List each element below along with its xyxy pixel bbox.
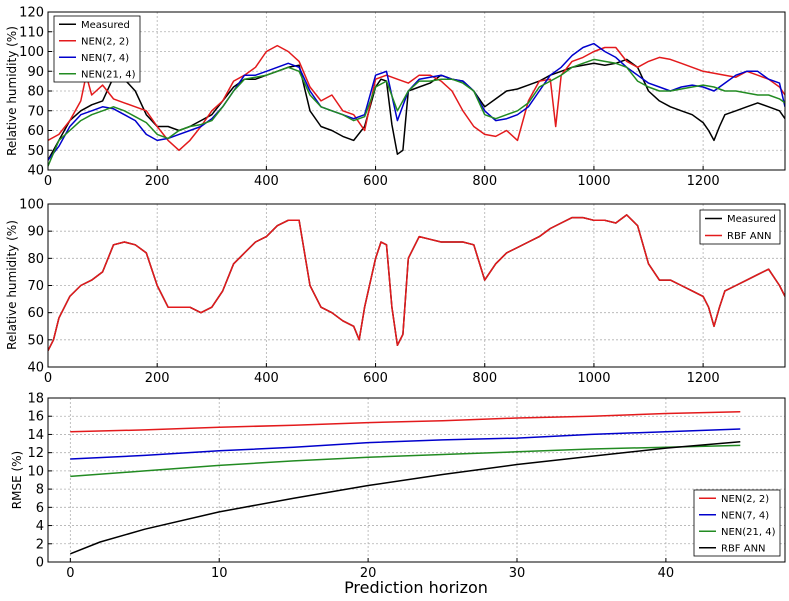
y-tick-label: 2 <box>36 537 44 552</box>
x-tick-label: 1000 <box>577 371 610 386</box>
x-tick-label: 20 <box>360 566 377 581</box>
y-tick-label: 120 <box>19 6 44 21</box>
series-nen-21-4-line <box>48 58 785 167</box>
y-tick-label: 18 <box>27 392 44 407</box>
y-tick-label: 100 <box>19 198 44 213</box>
series-nen-2-2-line <box>48 44 785 152</box>
x-tick-label: 40 <box>658 566 675 581</box>
panel-middle: 0 200 400 600 800 1000 1200 40 50 60 70 80 90 100 Rel… <box>5 198 786 386</box>
y-tick-label: 40 <box>27 164 44 179</box>
panel-top-ylabel: Relative humidity (%) <box>5 26 19 156</box>
y-tick-label: 50 <box>27 333 44 348</box>
y-tick-label: 6 <box>36 501 44 516</box>
series-nen-7-4-line <box>48 42 785 161</box>
panel-middle-ylabel: Relative humidity (%) <box>5 220 19 350</box>
y-tick-label: 14 <box>27 428 44 443</box>
x-tick-label: 800 <box>472 174 497 189</box>
x-tick-label: 200 <box>145 174 170 189</box>
panel-top: 0 200 400 600 800 1000 1200 40 50 60 70 80 90 100 110 1… <box>5 6 786 189</box>
x-tick-label: 1000 <box>577 174 610 189</box>
y-tick-label: 10 <box>27 464 44 479</box>
y-tick-label: 90 <box>27 65 44 80</box>
y-tick-label: 60 <box>27 306 44 321</box>
series-nen-2-2-line <box>70 410 741 433</box>
x-tick-label: 1200 <box>687 174 720 189</box>
legend-box <box>693 489 781 557</box>
x-tick-label: 0 <box>44 371 52 386</box>
legend-label: NEN(2, 2) <box>81 36 129 47</box>
legend-label: NEN(21, 4) <box>721 527 776 538</box>
y-tick-label: 110 <box>19 25 44 40</box>
series-nen-21-4-line <box>70 444 741 478</box>
x-tick-label: 0 <box>44 174 52 189</box>
y-tick-label: 100 <box>19 45 44 60</box>
legend-label: RBF ANN <box>727 231 772 242</box>
y-tick-label: 12 <box>27 446 44 461</box>
y-tick-label: 16 <box>27 410 44 425</box>
legend-label: NEN(2, 2) <box>721 494 769 505</box>
y-tick-label: 50 <box>27 144 44 159</box>
x-tick-label: 30 <box>509 566 526 581</box>
panel-bottom-xlabel: Prediction horizon <box>344 578 488 597</box>
y-tick-label: 8 <box>36 483 44 498</box>
legend-label: NEN(21, 4) <box>81 69 136 80</box>
legend-box <box>53 15 141 83</box>
legend-label: RBF ANN <box>721 543 766 554</box>
x-tick-label: 0 <box>66 566 74 581</box>
x-tick-label: 400 <box>254 371 279 386</box>
x-tick-label: 10 <box>211 566 228 581</box>
x-tick-label: 800 <box>472 371 497 386</box>
y-tick-label: 90 <box>27 225 44 240</box>
panel-bottom-frame <box>47 397 786 563</box>
panel-bottom-ylabel: RMSE (%) <box>10 451 24 509</box>
x-tick-label: 200 <box>145 371 170 386</box>
legend-label: Measured <box>81 20 130 31</box>
y-tick-label: 60 <box>27 124 44 139</box>
panel-bottom: 0 10 20 30 40 0 2 4 6 8 10 12 14 16 18 RMSE (%) Predic… <box>10 392 786 597</box>
y-tick-label: 40 <box>27 361 44 376</box>
legend-label: Measured <box>727 214 776 225</box>
x-tick-label: 600 <box>363 371 388 386</box>
series-rbf-ann-line <box>48 214 785 352</box>
y-tick-label: 80 <box>27 85 44 100</box>
series-nen-7-4-line <box>70 428 741 460</box>
y-tick-label: 70 <box>27 279 44 294</box>
legend-box <box>699 209 781 245</box>
series-rbf-ann-line <box>70 440 741 555</box>
x-tick-label: 600 <box>363 174 388 189</box>
x-tick-label: 1200 <box>687 371 720 386</box>
legend-label: NEN(7, 4) <box>721 510 769 521</box>
legend-label: NEN(7, 4) <box>81 53 129 64</box>
y-tick-label: 4 <box>36 519 44 534</box>
series-measured-line <box>48 58 785 161</box>
y-tick-label: 0 <box>36 556 44 571</box>
y-tick-label: 80 <box>27 252 44 267</box>
y-tick-label: 70 <box>27 104 44 119</box>
x-tick-label: 400 <box>254 174 279 189</box>
